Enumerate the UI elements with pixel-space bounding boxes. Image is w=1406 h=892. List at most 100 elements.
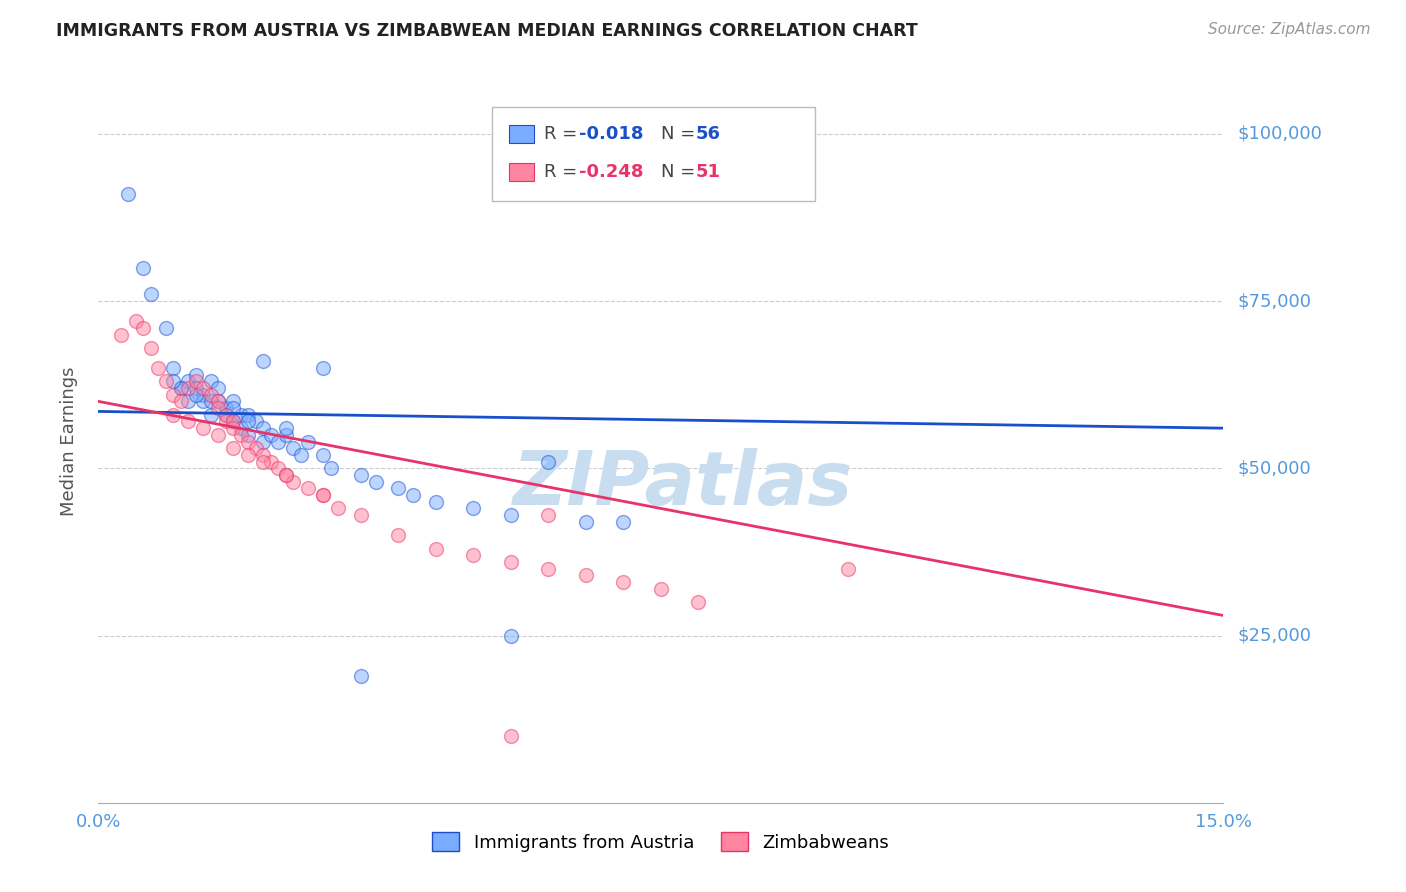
Point <box>350 467 373 482</box>
Point <box>267 461 290 475</box>
Text: $25,000: $25,000 <box>1237 626 1312 645</box>
Point <box>260 427 283 442</box>
Point <box>245 441 267 455</box>
Point <box>297 434 319 449</box>
Point <box>283 475 305 489</box>
Point <box>229 427 252 442</box>
Point <box>274 421 297 435</box>
Point <box>184 375 207 389</box>
Point <box>207 394 229 409</box>
Text: ZIPatlas: ZIPatlas <box>513 449 853 522</box>
Text: R =: R = <box>544 163 583 181</box>
Text: -0.248: -0.248 <box>579 163 644 181</box>
Point <box>148 361 170 376</box>
Point <box>177 381 200 395</box>
Point <box>162 387 184 401</box>
Point <box>312 361 335 376</box>
Point <box>229 408 252 422</box>
Point <box>170 381 193 395</box>
Point <box>222 394 245 409</box>
Point <box>222 414 245 428</box>
Point <box>238 414 260 428</box>
Point <box>350 508 373 523</box>
Point <box>650 582 672 596</box>
Point <box>425 541 447 556</box>
Point <box>274 467 297 482</box>
Point <box>312 488 335 502</box>
Point <box>170 394 193 409</box>
Point <box>274 467 297 482</box>
Point <box>499 628 522 642</box>
Point <box>215 408 238 422</box>
Point <box>612 515 634 529</box>
Point <box>184 387 207 401</box>
Point <box>328 501 350 516</box>
Point <box>229 421 252 435</box>
Point <box>283 441 305 455</box>
Point <box>207 401 229 416</box>
Point <box>222 441 245 455</box>
Point <box>238 408 260 422</box>
Point <box>312 488 335 502</box>
Point <box>132 320 155 334</box>
Point <box>238 448 260 462</box>
Point <box>200 408 222 422</box>
Text: N =: N = <box>661 125 700 143</box>
Point <box>425 494 447 508</box>
Point <box>387 482 409 496</box>
Point <box>297 482 319 496</box>
Point <box>207 394 229 409</box>
Point <box>252 454 274 469</box>
Point <box>537 562 560 576</box>
Point <box>177 375 200 389</box>
Point <box>207 427 229 442</box>
Text: IMMIGRANTS FROM AUSTRIA VS ZIMBABWEAN MEDIAN EARNINGS CORRELATION CHART: IMMIGRANTS FROM AUSTRIA VS ZIMBABWEAN ME… <box>56 22 918 40</box>
Point <box>177 394 200 409</box>
Point <box>252 354 274 368</box>
Point <box>155 320 177 334</box>
Text: 51: 51 <box>696 163 721 181</box>
Point <box>499 508 522 523</box>
Point <box>245 414 267 428</box>
Point <box>222 421 245 435</box>
Point <box>252 434 274 449</box>
Point <box>132 260 155 275</box>
Point <box>177 414 200 428</box>
Point <box>260 454 283 469</box>
Point <box>387 528 409 542</box>
Point <box>193 421 215 435</box>
Point <box>222 414 245 428</box>
Point <box>837 562 859 576</box>
Point <box>200 387 222 401</box>
Point <box>319 461 342 475</box>
Point <box>193 394 215 409</box>
Point <box>612 575 634 590</box>
Point <box>575 568 598 582</box>
Point <box>537 508 560 523</box>
Point <box>688 595 710 609</box>
Point <box>499 729 522 743</box>
Point <box>200 394 222 409</box>
Point <box>193 387 215 401</box>
Point <box>162 408 184 422</box>
Point <box>364 475 387 489</box>
Text: $75,000: $75,000 <box>1237 292 1312 310</box>
Text: $50,000: $50,000 <box>1237 459 1310 477</box>
Point <box>312 448 335 462</box>
Point <box>139 341 162 355</box>
Point <box>200 375 222 389</box>
Point <box>207 381 229 395</box>
Point <box>350 669 373 683</box>
Point <box>117 187 139 202</box>
Point <box>184 368 207 382</box>
Text: -0.018: -0.018 <box>579 125 644 143</box>
Point <box>155 375 177 389</box>
Text: 56: 56 <box>696 125 721 143</box>
Text: Source: ZipAtlas.com: Source: ZipAtlas.com <box>1208 22 1371 37</box>
Point <box>238 434 260 449</box>
Point <box>463 548 485 563</box>
Point <box>215 401 238 416</box>
Point <box>184 381 207 395</box>
Point <box>222 401 245 416</box>
Point <box>463 501 485 516</box>
